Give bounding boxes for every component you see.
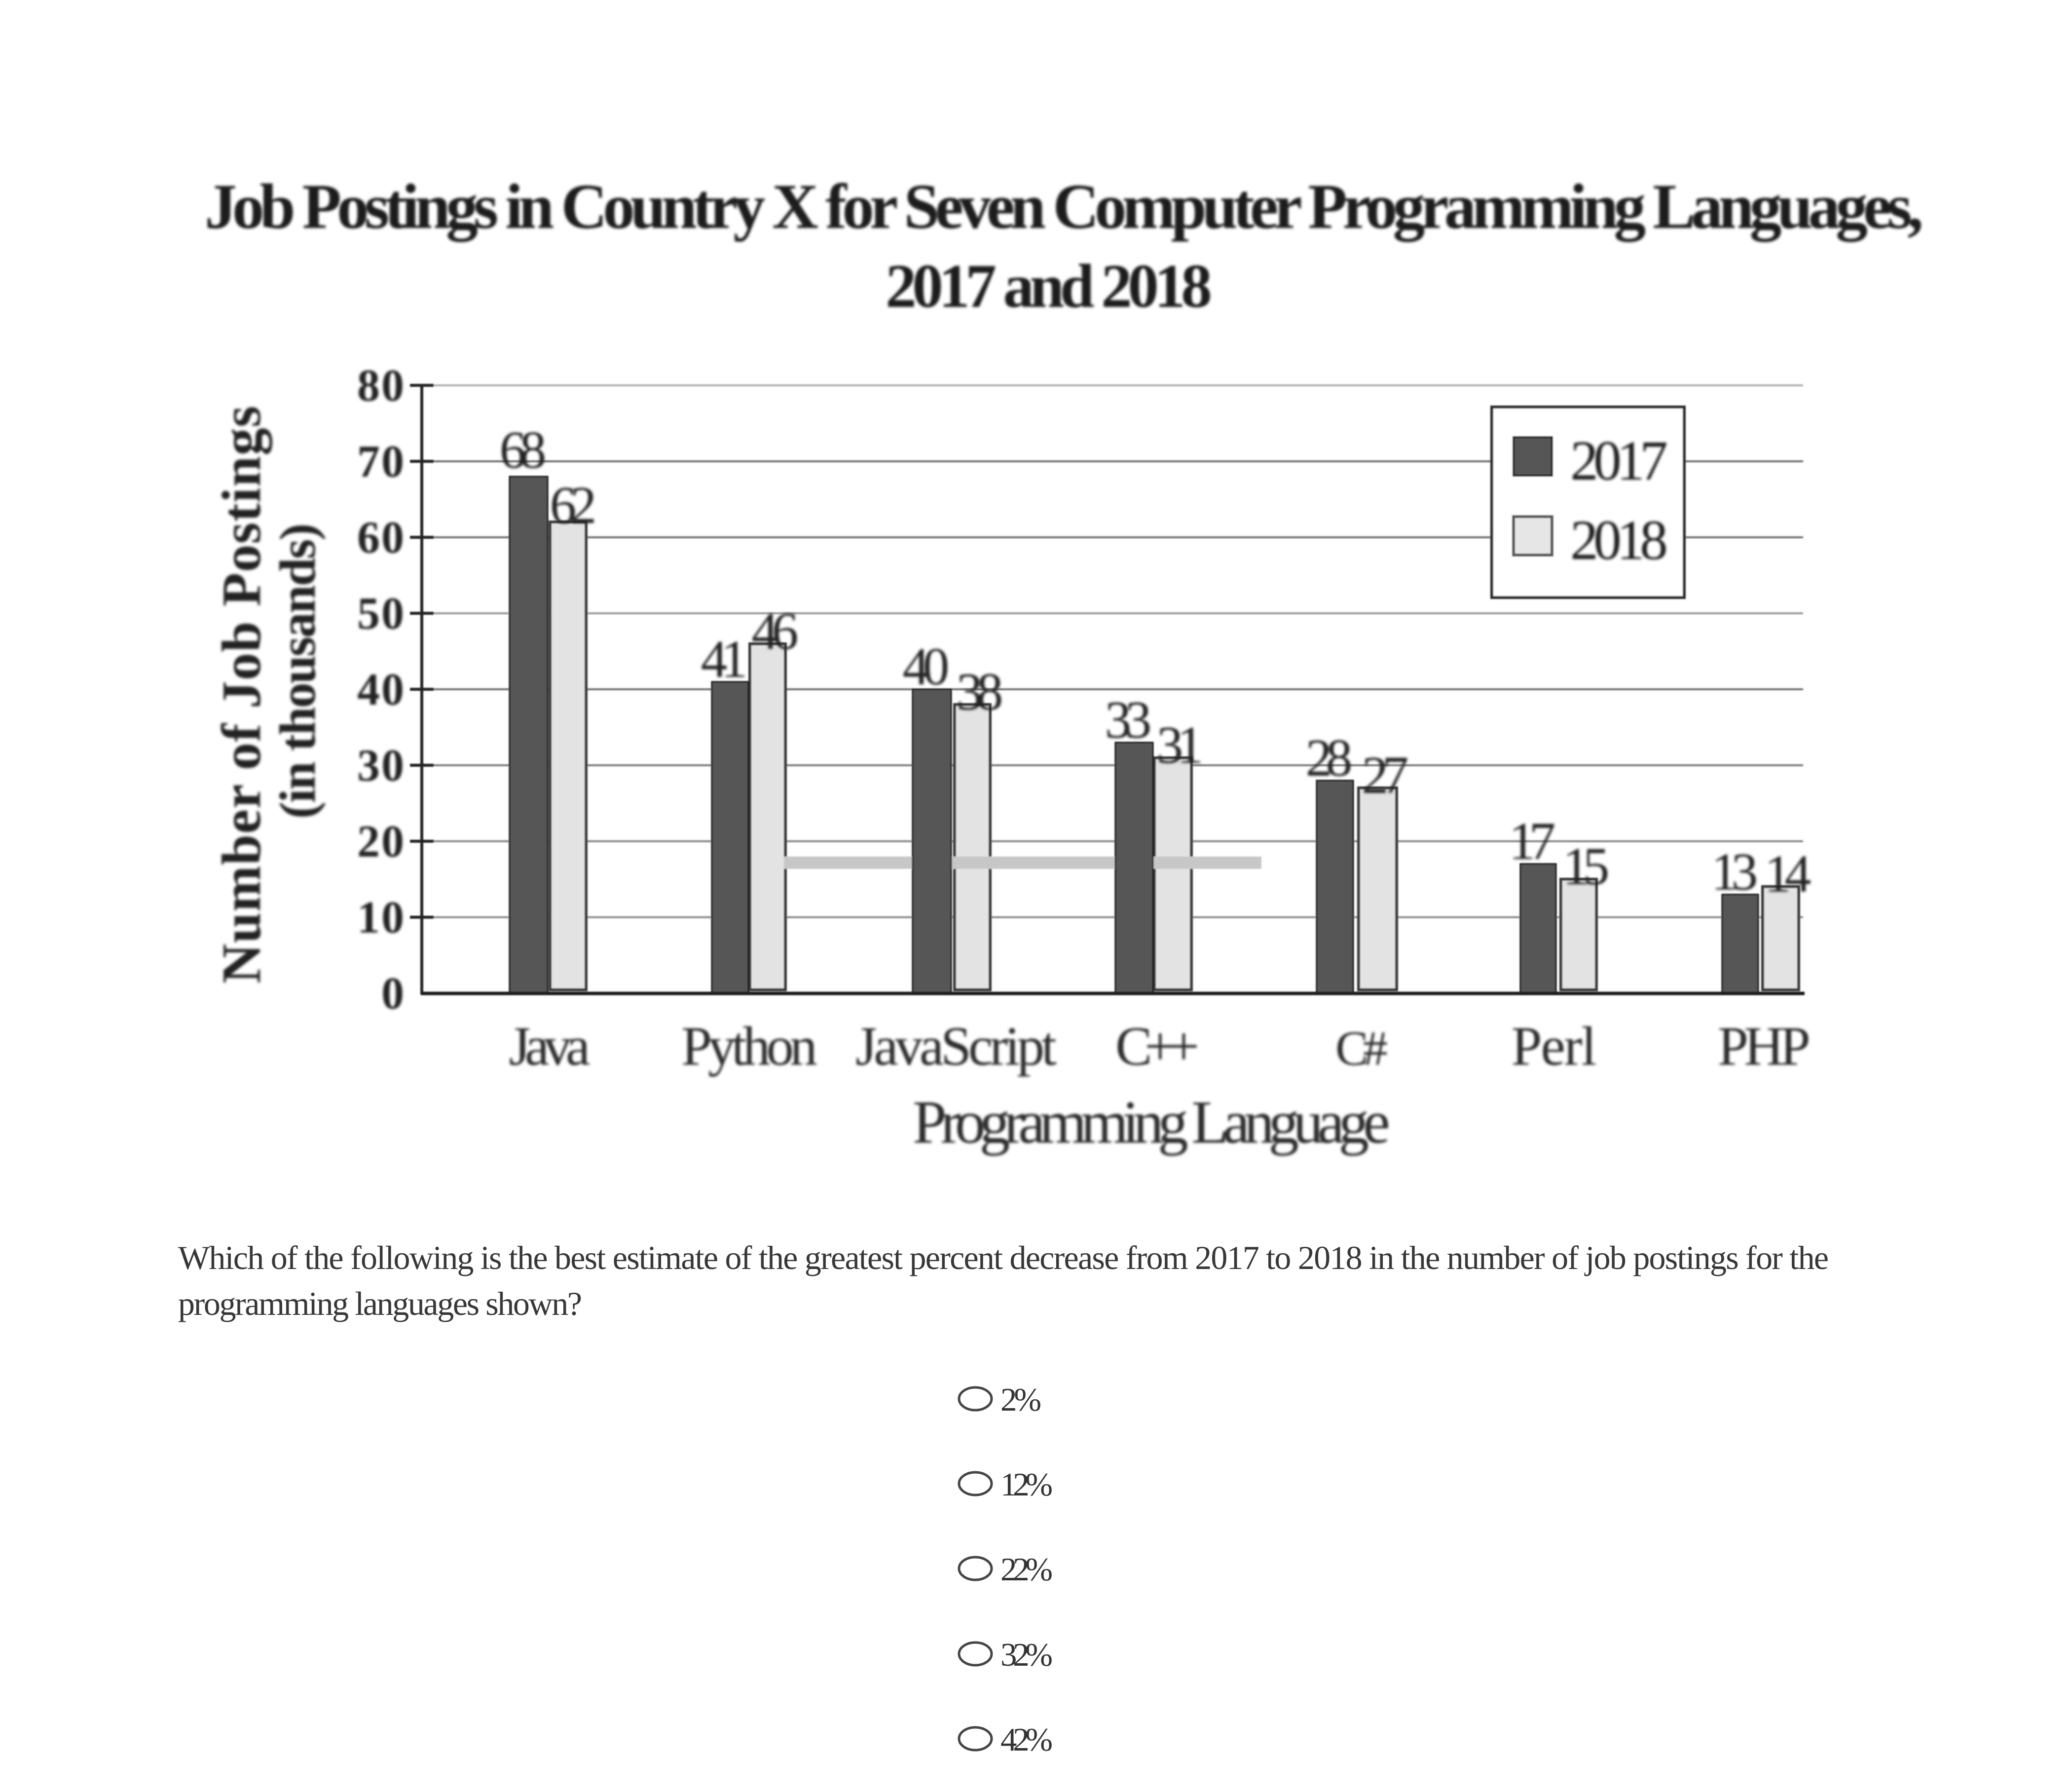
svg-text:Java: Java: [509, 1016, 591, 1077]
svg-text:15: 15: [1563, 837, 1610, 896]
svg-text:2017 and 2018: 2017 and 2018: [886, 252, 1212, 321]
svg-text:22%: 22%: [1000, 1551, 1053, 1588]
svg-text:0: 0: [381, 968, 404, 1018]
svg-text:PHP: PHP: [1718, 1016, 1810, 1077]
svg-text:2018: 2018: [1570, 509, 1668, 571]
svg-text:41: 41: [701, 630, 748, 689]
svg-text:Which of the following is the: Which of the following is the best estim…: [178, 1239, 1829, 1276]
svg-text:33: 33: [1105, 691, 1152, 749]
svg-text:62: 62: [550, 476, 597, 535]
svg-text:C++: C++: [1115, 1016, 1199, 1077]
svg-text:JavaScript: JavaScript: [855, 1016, 1057, 1077]
svg-text:2%: 2%: [1000, 1381, 1041, 1418]
svg-text:17: 17: [1509, 812, 1556, 871]
svg-text:42%: 42%: [1000, 1721, 1053, 1758]
svg-text:Perl: Perl: [1512, 1016, 1597, 1077]
svg-text:13: 13: [1711, 843, 1758, 901]
svg-text:32%: 32%: [1000, 1637, 1053, 1673]
svg-text:27: 27: [1362, 746, 1409, 805]
svg-text:Python: Python: [681, 1016, 817, 1077]
svg-text:28: 28: [1306, 729, 1353, 787]
svg-text:68: 68: [500, 421, 547, 480]
svg-text:Programming Language: Programming Language: [913, 1088, 1390, 1156]
svg-text:14: 14: [1765, 845, 1811, 903]
svg-text:Number of Job Postings: Number of Job Postings: [211, 406, 272, 984]
svg-text:38: 38: [957, 663, 1003, 721]
svg-text:46: 46: [752, 602, 799, 661]
svg-text:C#: C#: [1335, 1021, 1388, 1076]
svg-text:(in thousands): (in thousands): [269, 523, 326, 819]
svg-text:Job Postings in Country X for: Job Postings in Country X for Seven Comp…: [205, 171, 1923, 242]
svg-text:40: 40: [903, 637, 950, 696]
svg-text:12%: 12%: [1000, 1466, 1053, 1503]
svg-text:programming languages shown?: programming languages shown?: [178, 1285, 582, 1322]
svg-text:31: 31: [1157, 716, 1204, 775]
svg-text:2017: 2017: [1570, 429, 1668, 492]
